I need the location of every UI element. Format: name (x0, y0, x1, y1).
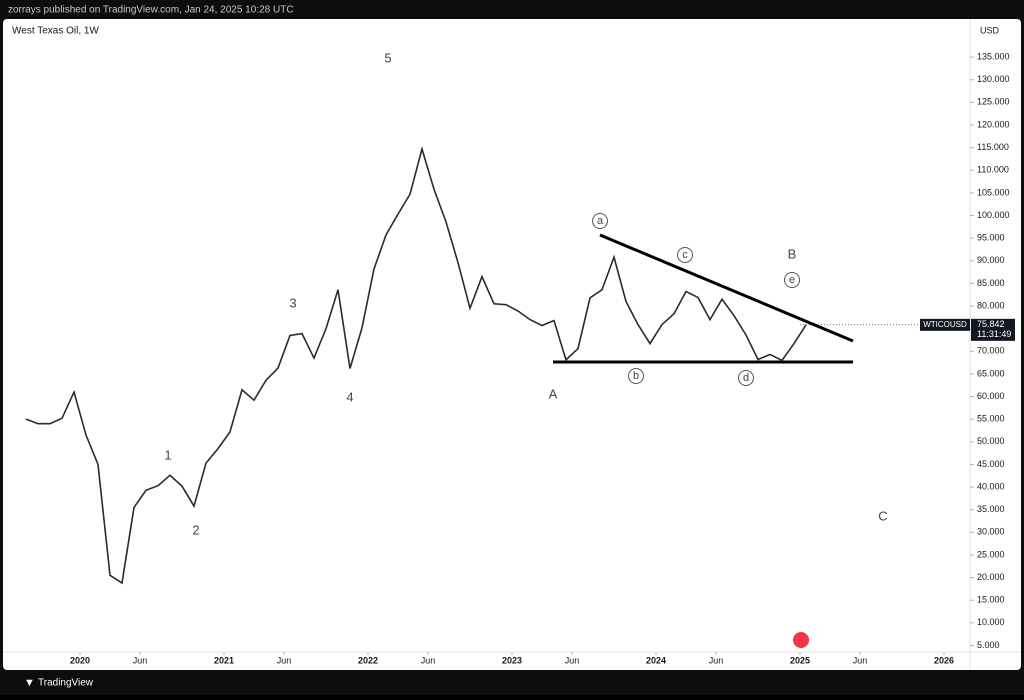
x-tick-label: Jun (709, 655, 724, 665)
y-tick-label: 5.000 (977, 640, 1000, 650)
x-tick-label: 2024 (646, 655, 666, 665)
wave-label: B (788, 246, 797, 261)
sub-wave-label: c (682, 249, 688, 261)
y-tick-label: 130.000 (977, 74, 1010, 84)
y-tick-label: 120.000 (977, 119, 1010, 129)
y-tick-label: 70.000 (977, 346, 1005, 356)
x-tick-label: Jun (853, 655, 868, 665)
chart-panel (3, 19, 1021, 670)
sub-wave-label: b (633, 370, 639, 382)
y-tick-label: 10.000 (977, 617, 1005, 627)
sub-wave-label: a (597, 215, 604, 227)
sub-wave-circle (784, 272, 800, 288)
y-tick-label: 40.000 (977, 481, 1005, 491)
y-tick-label: 100.000 (977, 210, 1010, 220)
y-tick-label: 85.000 (977, 278, 1005, 288)
y-tick-label: 65.000 (977, 368, 1005, 378)
y-tick-label: 35.000 (977, 504, 1005, 514)
last-price-label: 75.842 (977, 319, 1005, 329)
wave-label: 1 (164, 447, 171, 462)
x-tick-label: 2020 (70, 655, 90, 665)
y-tick-label: 125.000 (977, 97, 1010, 107)
wave-label: C (878, 508, 887, 523)
y-tick-label: 95.000 (977, 233, 1005, 243)
x-tick-label: Jun (133, 655, 148, 665)
header-text: zorrays published on TradingView.com, Ja… (8, 5, 294, 16)
footer-logo: ▼ (24, 677, 35, 689)
y-tick-label: 15.000 (977, 595, 1005, 605)
y-tick-label: 25.000 (977, 549, 1005, 559)
y-tick-label: 105.000 (977, 187, 1010, 197)
unit-label: USD (980, 25, 1000, 35)
x-tick-label: Jun (277, 655, 292, 665)
x-tick-label: 2021 (214, 655, 234, 665)
symbol-tag (920, 318, 970, 331)
symbol-label: WTICOUSD (923, 320, 967, 329)
chart-title: West Texas Oil, 1W (12, 26, 99, 37)
y-tick-label: 135.000 (977, 51, 1010, 61)
sub-wave-label: d (743, 372, 749, 384)
x-tick-label: 2022 (358, 655, 378, 665)
y-tick-label: 30.000 (977, 527, 1005, 537)
x-tick-label: Jun (421, 655, 436, 665)
x-tick-label: 2023 (502, 655, 522, 665)
price-line (25, 146, 807, 585)
wave-label: 2 (192, 522, 199, 537)
plot: 5.000 10.000 15.000 20.000 25.000 30.000 35.00… (25, 50, 1015, 665)
y-tick-label: 50.000 (977, 436, 1005, 446)
sub-wave-circle (628, 368, 644, 384)
price-tag (971, 318, 1015, 341)
sub-wave-label: e (789, 274, 795, 286)
x-tick-label: 2025 (790, 655, 810, 665)
y-tick-label: 20.000 (977, 572, 1005, 582)
wave-label: A (549, 386, 558, 401)
y-tick-label: 60.000 (977, 391, 1005, 401)
y-tick-label: 45.000 (977, 459, 1005, 469)
wave-label: 5 (384, 50, 391, 65)
sub-wave-circle (738, 370, 754, 386)
x-tick-label: Jun (565, 655, 580, 665)
sub-wave-circle (592, 213, 608, 229)
wave-label: 3 (289, 295, 296, 310)
footer-brand: TradingView (38, 678, 94, 689)
y-tick-label: 110.000 (977, 165, 1009, 175)
y-tick-label: 90.000 (977, 255, 1005, 265)
y-tick-label: 80.000 (977, 300, 1005, 310)
y-tick-label: 55.000 (977, 414, 1005, 424)
wave-label: 4 (346, 389, 353, 404)
sub-wave-circle (677, 247, 693, 263)
event-icon (793, 632, 809, 648)
countdown-label: 11:31:49 (977, 329, 1011, 339)
x-tick-label: 2026 (934, 655, 954, 665)
y-tick-label: 115.000 (977, 142, 1009, 152)
triangle-upper-trendline (599, 233, 854, 343)
